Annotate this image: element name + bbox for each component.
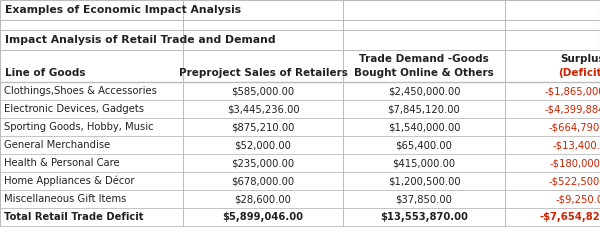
Text: -$9,250.00: -$9,250.00	[556, 194, 600, 204]
Text: $585,000.00: $585,000.00	[232, 86, 295, 96]
Text: Preproject Sales of Retailers: Preproject Sales of Retailers	[179, 68, 347, 78]
Text: $65,400.00: $65,400.00	[395, 140, 452, 150]
Text: Sporting Goods, Hobby, Music: Sporting Goods, Hobby, Music	[4, 122, 154, 132]
Text: -$13,400.00: -$13,400.00	[553, 140, 600, 150]
Text: $2,450,000.00: $2,450,000.00	[388, 86, 460, 96]
Text: $7,845,120.00: $7,845,120.00	[388, 104, 460, 114]
Text: Impact Analysis of Retail Trade and Demand: Impact Analysis of Retail Trade and Dema…	[5, 35, 275, 45]
Text: $52,000.00: $52,000.00	[235, 140, 292, 150]
Text: -$7,654,824.00: -$7,654,824.00	[540, 212, 600, 222]
Text: Line of Goods: Line of Goods	[5, 68, 86, 78]
Text: $875,210.00: $875,210.00	[232, 122, 295, 132]
Text: Clothings,Shoes & Accessories: Clothings,Shoes & Accessories	[4, 86, 157, 96]
Text: Bought Online & Others: Bought Online & Others	[354, 68, 494, 78]
Text: (Deficit): (Deficit)	[559, 68, 600, 78]
Text: Health & Personal Care: Health & Personal Care	[4, 158, 119, 168]
Text: $678,000.00: $678,000.00	[232, 176, 295, 186]
Text: $5,899,046.00: $5,899,046.00	[223, 212, 304, 222]
Text: Examples of Economic Impact Analysis: Examples of Economic Impact Analysis	[5, 5, 241, 15]
Text: General Merchandise: General Merchandise	[4, 140, 110, 150]
Text: -$180,000.00: -$180,000.00	[549, 158, 600, 168]
Text: -$664,790.00: -$664,790.00	[549, 122, 600, 132]
Text: -$4,399,884.00: -$4,399,884.00	[544, 104, 600, 114]
Text: Surplus: Surplus	[560, 54, 600, 64]
Text: $28,600.00: $28,600.00	[235, 194, 292, 204]
Text: $415,000.00: $415,000.00	[392, 158, 455, 168]
Text: $235,000.00: $235,000.00	[232, 158, 295, 168]
Text: -$522,500.00: -$522,500.00	[549, 176, 600, 186]
Text: Trade Demand -Goods: Trade Demand -Goods	[359, 54, 489, 64]
Text: -$1,865,000.00: -$1,865,000.00	[544, 86, 600, 96]
Text: Home Appliances & Décor: Home Appliances & Décor	[4, 176, 134, 186]
Text: $1,200,500.00: $1,200,500.00	[388, 176, 460, 186]
Text: $3,445,236.00: $3,445,236.00	[227, 104, 299, 114]
Text: Total Retail Trade Deficit: Total Retail Trade Deficit	[4, 212, 143, 222]
Text: Electronic Devices, Gadgets: Electronic Devices, Gadgets	[4, 104, 144, 114]
Text: $1,540,000.00: $1,540,000.00	[388, 122, 460, 132]
Text: Miscellaneous Gift Items: Miscellaneous Gift Items	[4, 194, 127, 204]
Text: $13,553,870.00: $13,553,870.00	[380, 212, 468, 222]
Text: $37,850.00: $37,850.00	[395, 194, 452, 204]
